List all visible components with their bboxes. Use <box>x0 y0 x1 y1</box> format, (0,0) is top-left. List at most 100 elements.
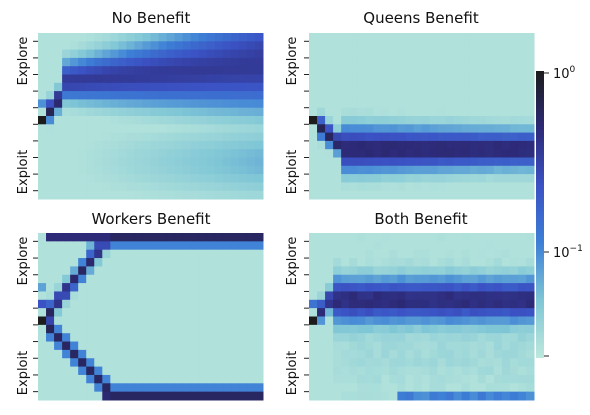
heatmap-cell <box>134 333 143 343</box>
heatmap-cell <box>78 99 87 109</box>
heatmap-cell <box>214 241 224 251</box>
heatmap-cell <box>62 249 71 259</box>
heatmap-cell <box>150 258 160 267</box>
heatmap-cell <box>46 283 55 292</box>
heatmap-cell <box>437 291 447 301</box>
heatmap-cell <box>190 57 200 67</box>
heatmap-cell <box>517 308 527 317</box>
heatmap-cell <box>493 266 503 276</box>
heatmap-cell <box>118 349 127 359</box>
heatmap-cell <box>469 57 479 67</box>
heatmap-cell <box>238 66 248 75</box>
heatmap-cell <box>453 316 463 326</box>
heatmap-cell <box>493 49 503 59</box>
heatmap-cell <box>46 74 55 84</box>
heatmap-cell <box>206 33 216 42</box>
heatmap-cell <box>54 33 63 42</box>
heatmap-cell <box>46 299 55 309</box>
heatmap-cell <box>317 132 326 142</box>
heatmap-cell <box>126 91 135 100</box>
heatmap-cell <box>198 33 208 42</box>
heatmap-cell <box>525 349 535 359</box>
heatmap-cell <box>134 299 143 309</box>
heatmap-cell <box>222 324 232 334</box>
heatmap-cell <box>469 149 479 158</box>
heatmap-cell <box>333 116 342 125</box>
heatmap-cell <box>517 233 527 242</box>
heatmap-cell <box>405 391 414 401</box>
heatmap-cell <box>182 174 192 183</box>
heatmap-cell <box>254 258 264 267</box>
heatmap-cell <box>469 349 479 359</box>
heatmap-cell <box>421 33 431 42</box>
heatmap-cell <box>437 299 447 309</box>
heatmap-cell <box>38 299 47 309</box>
heatmap-cell <box>445 33 455 42</box>
heatmap-cell <box>102 249 111 259</box>
heatmap-cell <box>469 358 479 368</box>
ylabel-explore: Explore <box>16 237 31 286</box>
heatmap-cell <box>373 233 382 242</box>
heatmap-cell <box>317 324 326 334</box>
heatmap-cell <box>501 33 511 42</box>
heatmap-cell <box>142 57 151 67</box>
heatmap-cell <box>254 383 264 393</box>
heatmap-cell <box>525 283 535 292</box>
heatmap-cell <box>126 74 135 84</box>
heatmap-cell <box>238 391 248 401</box>
heatmap-cell <box>405 190 414 200</box>
heatmap-cell <box>525 41 535 51</box>
heatmap-cell <box>349 190 358 200</box>
heatmap-cell <box>158 316 168 326</box>
heatmap-cell <box>325 324 334 334</box>
heatmap-cell <box>413 174 422 183</box>
heatmap-cell <box>525 299 535 309</box>
heatmap-cell <box>413 358 422 368</box>
heatmap-cell <box>166 190 176 200</box>
heatmap-cell <box>413 283 422 292</box>
heatmap-cell <box>509 366 519 376</box>
heatmap-cell <box>381 333 390 343</box>
heatmap-cell <box>238 190 248 200</box>
heatmap-cell <box>150 274 160 284</box>
heatmap-cell <box>477 174 487 183</box>
heatmap-cell <box>126 107 135 117</box>
heatmap-cell <box>54 374 63 384</box>
heatmap-cell <box>485 107 495 117</box>
heatmap-cell <box>397 333 406 343</box>
heatmap-cell <box>317 140 326 150</box>
heatmap-cell <box>166 107 176 117</box>
heatmap-cell <box>62 324 71 334</box>
heatmap-cell <box>405 266 414 276</box>
heatmap-cell <box>445 258 455 267</box>
heatmap-cell <box>126 157 135 167</box>
heatmap-cell <box>357 391 366 401</box>
heatmap-cell <box>238 258 248 267</box>
heatmap-cell <box>78 316 87 326</box>
heatmap-cell <box>46 383 55 393</box>
heatmap-cell <box>389 349 398 359</box>
heatmap-cell <box>357 132 366 142</box>
heatmap-cell <box>54 174 63 183</box>
heatmap-cell <box>333 66 342 75</box>
heatmap-cell <box>381 57 390 67</box>
heatmap-cell <box>333 366 342 376</box>
heatmap-cell <box>509 349 519 359</box>
heatmap-cell <box>166 33 176 42</box>
heatmap-cell <box>445 49 455 59</box>
heatmap-cell <box>341 107 350 117</box>
heatmap-cell <box>142 241 151 251</box>
heatmap-cell <box>333 91 342 100</box>
heatmap-cell <box>405 274 414 284</box>
heatmap-cell <box>381 66 390 75</box>
heatmap-cell <box>254 249 264 259</box>
heatmap-cell <box>182 249 192 259</box>
heatmap-cell <box>365 57 374 67</box>
heatmap-cell <box>246 82 256 92</box>
heatmap-cell <box>349 366 358 376</box>
heatmap-cell <box>469 157 479 167</box>
heatmap-cell <box>46 249 55 259</box>
heatmap-cell <box>525 308 535 317</box>
heatmap-cell <box>477 324 487 334</box>
heatmap-cell <box>174 358 184 368</box>
